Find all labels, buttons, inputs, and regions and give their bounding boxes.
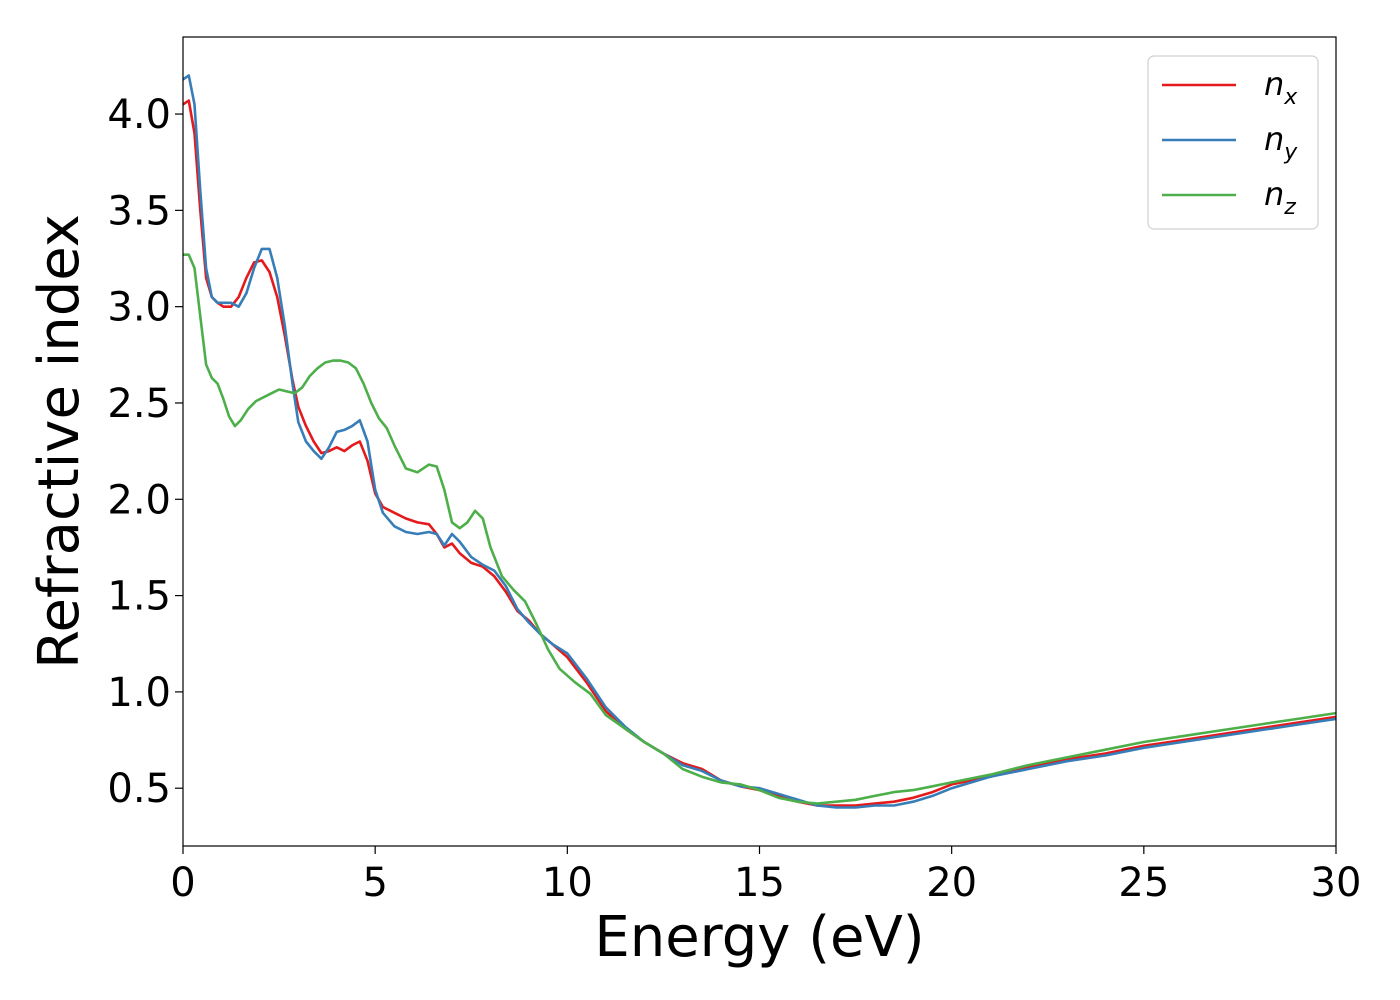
y-tick-label: 1.0 (107, 670, 171, 716)
series-line-x (183, 99, 1336, 807)
x-tick-label: 20 (926, 860, 977, 906)
y-tick-label: 1.5 (107, 574, 171, 620)
y-axis-ticks: 0.5 1.0 1.5 2.0 2.5 3.0 3.5 4.0 (107, 92, 183, 812)
y-tick-label: 0.5 (107, 766, 171, 812)
y-tick-label: 3.0 (107, 285, 171, 331)
y-tick-label: 2.5 (107, 381, 171, 427)
legend: nx ny nz (1147, 55, 1319, 230)
legend-box (1147, 55, 1319, 230)
x-tick-label: 0 (170, 860, 195, 906)
series-line-y (183, 74, 1336, 809)
x-tick-label: 15 (734, 860, 785, 906)
y-tick-label: 2.0 (107, 477, 171, 523)
x-tick-label: 30 (1311, 860, 1362, 906)
y-tick-label: 4.0 (107, 92, 171, 138)
series-line-z (183, 253, 1336, 805)
x-tick-label: 25 (1118, 860, 1169, 906)
x-tick-label: 10 (542, 860, 593, 906)
y-tick-label: 3.5 (107, 188, 171, 234)
legend-label-z: nz (1264, 175, 1296, 220)
x-axis-title: Energy (eV) (594, 905, 924, 970)
legend-label-x: nx (1264, 65, 1298, 110)
series-layer (183, 74, 1336, 809)
x-tick-label: 5 (362, 860, 387, 906)
y-axis-title: Refractive index (27, 214, 92, 669)
legend-label-y: ny (1264, 120, 1298, 165)
x-axis-ticks: 0 5 10 15 20 25 30 (170, 846, 1361, 906)
